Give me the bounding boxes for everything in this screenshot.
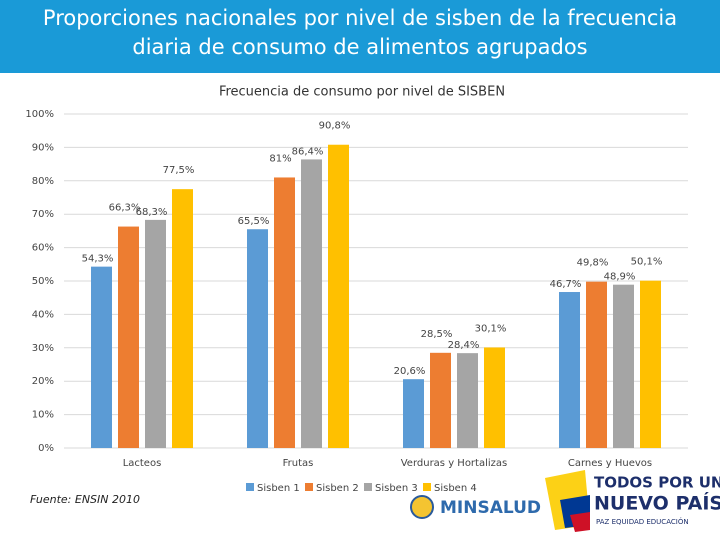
bar — [274, 177, 295, 448]
x-tick-label: Lacteos — [123, 458, 162, 469]
bar — [172, 189, 193, 448]
value-label: 86,4% — [292, 146, 324, 157]
bar — [403, 379, 424, 448]
title-box: Proporciones nacionales por nivel de sis… — [42, 6, 678, 59]
bar — [613, 284, 634, 448]
slogan-line-2: NUEVO PAÍS — [594, 492, 720, 515]
legend-swatch — [305, 483, 313, 491]
y-tick-label: 50% — [32, 276, 54, 287]
value-label: 65,5% — [238, 216, 270, 227]
value-label: 48,9% — [604, 272, 636, 283]
bar — [640, 280, 661, 448]
bar — [430, 352, 451, 448]
bar — [301, 159, 322, 448]
slogan-logo: TODOS POR UN NUEVO PAÍS PAZ EQUIDAD EDUC… — [545, 470, 720, 532]
bar — [118, 226, 139, 448]
emblem — [410, 495, 434, 519]
y-tick-label: 0% — [38, 443, 54, 454]
x-tick-label: Carnes y Huevos — [568, 458, 652, 469]
bar — [484, 347, 505, 448]
y-tick-label: 100% — [25, 109, 54, 120]
value-label: 20,6% — [394, 366, 426, 377]
flag-red — [570, 512, 590, 532]
slide-title: Proporciones nacionales por nivel de sis… — [42, 6, 678, 59]
bar — [328, 144, 349, 448]
legend-swatch — [246, 483, 254, 491]
source: Fuente: ENSIN 2010 — [30, 493, 140, 506]
title-banner — [0, 0, 720, 73]
value-label: 77,5% — [163, 165, 195, 176]
slogan-line-3: PAZ EQUIDAD EDUCACIÓN — [596, 517, 689, 526]
y-tick-label: 30% — [32, 343, 54, 354]
value-label: 68,3% — [136, 207, 168, 218]
bar — [247, 229, 268, 448]
y-tick-label: 80% — [32, 176, 54, 187]
bar — [586, 281, 607, 448]
bar — [457, 353, 478, 448]
x-tick-label: Frutas — [283, 458, 314, 469]
y-tick-label: 40% — [32, 309, 54, 320]
y-tick-label: 20% — [32, 376, 54, 387]
value-label: 54,3% — [82, 254, 114, 265]
bar — [559, 292, 580, 448]
ministry-name: MINSALUD — [440, 498, 541, 518]
value-label: 46,7% — [550, 279, 582, 290]
x-tick-label: Verduras y Hortalizas — [401, 458, 508, 469]
legend-swatch — [364, 483, 372, 491]
legend-label: Sisben 4 — [434, 483, 477, 494]
legend-label: Sisben 3 — [375, 483, 418, 494]
y-tick-label: 10% — [32, 410, 54, 421]
value-label: 50,1% — [631, 257, 663, 268]
y-tick-label: 70% — [32, 209, 54, 220]
legend-swatch — [423, 483, 431, 491]
bar — [145, 219, 166, 448]
minsalud-logo: MINSALUD — [410, 495, 541, 519]
value-label: 66,3% — [109, 203, 141, 214]
value-label: 90,8% — [319, 121, 351, 132]
y-tick-label: 60% — [32, 243, 54, 254]
bar — [91, 266, 112, 448]
chart-title: Frecuencia de consumo por nivel de SISBE… — [219, 85, 505, 100]
legend-label: Sisben 1 — [257, 483, 300, 494]
value-label: 81% — [269, 153, 291, 164]
value-label: 30,1% — [475, 323, 507, 334]
legend-label: Sisben 2 — [316, 483, 359, 494]
value-label: 28,5% — [421, 329, 453, 340]
value-label: 28,4% — [448, 340, 480, 351]
value-label: 49,8% — [577, 258, 609, 269]
slogan-line-1: TODOS POR UN — [594, 474, 720, 492]
y-tick-label: 90% — [32, 142, 54, 153]
